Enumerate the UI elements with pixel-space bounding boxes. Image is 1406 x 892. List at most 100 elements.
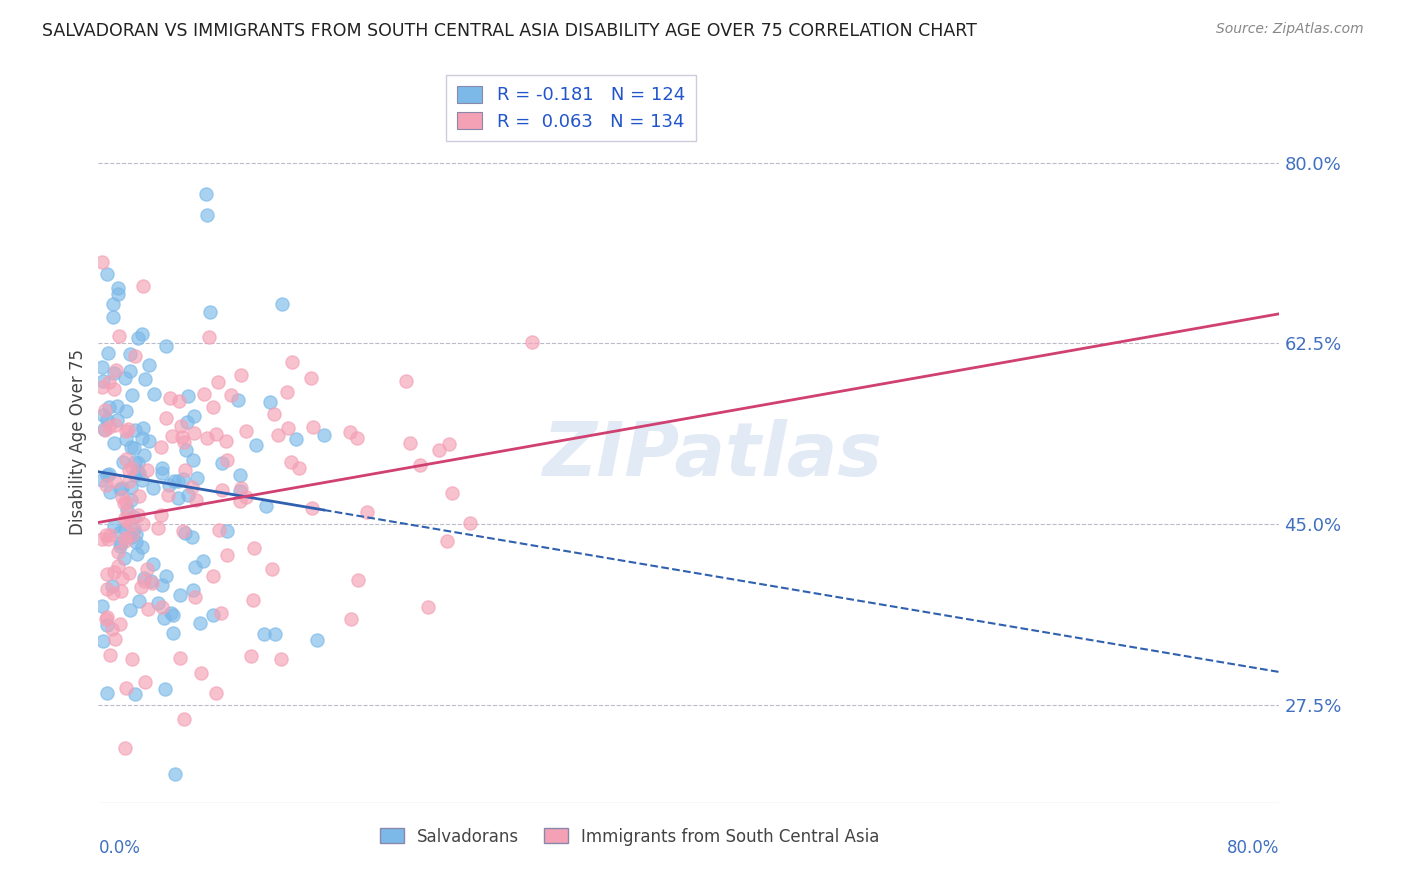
Point <box>172 430 194 444</box>
Point <box>120 364 142 378</box>
Point <box>91 359 114 374</box>
Point <box>135 562 157 576</box>
Point <box>302 420 325 434</box>
Point <box>108 329 131 343</box>
Point <box>149 508 172 522</box>
Point <box>110 536 132 550</box>
Point <box>104 474 127 488</box>
Point <box>169 588 191 602</box>
Point <box>121 460 143 475</box>
Point <box>190 665 212 680</box>
Point <box>108 539 131 553</box>
Point <box>103 519 125 533</box>
Point <box>186 493 208 508</box>
Point <box>264 627 287 641</box>
Point <box>124 467 146 482</box>
Point <box>124 687 146 701</box>
Point <box>118 566 141 580</box>
Point <box>135 463 157 477</box>
Point <box>195 209 218 223</box>
Point <box>191 554 214 568</box>
Point <box>110 584 132 599</box>
Point <box>124 349 146 363</box>
Point <box>173 435 195 450</box>
Point <box>107 287 129 301</box>
Point <box>436 533 458 548</box>
Point <box>131 580 153 594</box>
Point <box>93 423 115 437</box>
Point <box>157 478 180 492</box>
Point <box>141 576 163 591</box>
Point <box>263 407 285 421</box>
Point <box>240 649 263 664</box>
Point <box>356 505 378 519</box>
Point <box>162 626 184 640</box>
Point <box>93 422 115 436</box>
Point <box>132 279 155 293</box>
Point <box>176 415 198 429</box>
Point <box>132 571 155 585</box>
Point <box>125 535 148 549</box>
Point <box>288 461 311 475</box>
Point <box>301 501 323 516</box>
Point <box>167 491 190 505</box>
Point <box>124 455 146 469</box>
Point <box>217 524 239 538</box>
Point <box>172 524 194 538</box>
Point <box>176 443 198 458</box>
Point <box>150 578 173 592</box>
Point <box>138 358 160 372</box>
Point <box>165 767 187 781</box>
Point <box>103 310 125 324</box>
Point <box>96 618 118 632</box>
Point <box>142 481 165 495</box>
Point <box>245 438 267 452</box>
Point <box>174 463 197 477</box>
Point <box>181 531 204 545</box>
Point <box>96 612 118 626</box>
Point <box>91 380 114 394</box>
Point <box>131 432 153 446</box>
Point <box>217 452 239 467</box>
Point <box>122 522 145 536</box>
Point <box>134 574 156 588</box>
Point <box>208 524 231 538</box>
Point <box>229 481 252 495</box>
Point <box>97 346 120 360</box>
Point <box>235 490 257 504</box>
Point <box>205 427 228 442</box>
Point <box>172 473 194 487</box>
Point <box>155 339 177 353</box>
Point <box>162 608 184 623</box>
Point <box>177 488 200 502</box>
Point <box>458 516 481 530</box>
Point <box>163 474 186 488</box>
Point <box>110 482 132 496</box>
Point <box>141 557 163 571</box>
Point <box>105 413 128 427</box>
Point <box>157 488 180 502</box>
Point <box>110 525 132 540</box>
Point <box>138 434 160 448</box>
Point <box>440 485 463 500</box>
Point <box>235 424 257 438</box>
Point <box>131 326 153 341</box>
Point <box>312 428 335 442</box>
Point <box>211 456 233 470</box>
Point <box>167 474 190 488</box>
Point <box>229 483 252 498</box>
Point <box>181 582 204 597</box>
Point <box>120 530 142 544</box>
Point <box>120 603 142 617</box>
Point <box>124 423 146 437</box>
Point <box>150 600 173 615</box>
Point <box>242 592 264 607</box>
Point <box>101 585 124 599</box>
Point <box>299 371 322 385</box>
Point <box>98 375 121 389</box>
Point <box>198 304 221 318</box>
Point <box>112 496 135 510</box>
Point <box>132 420 155 434</box>
Point <box>115 432 138 446</box>
Point <box>107 281 129 295</box>
